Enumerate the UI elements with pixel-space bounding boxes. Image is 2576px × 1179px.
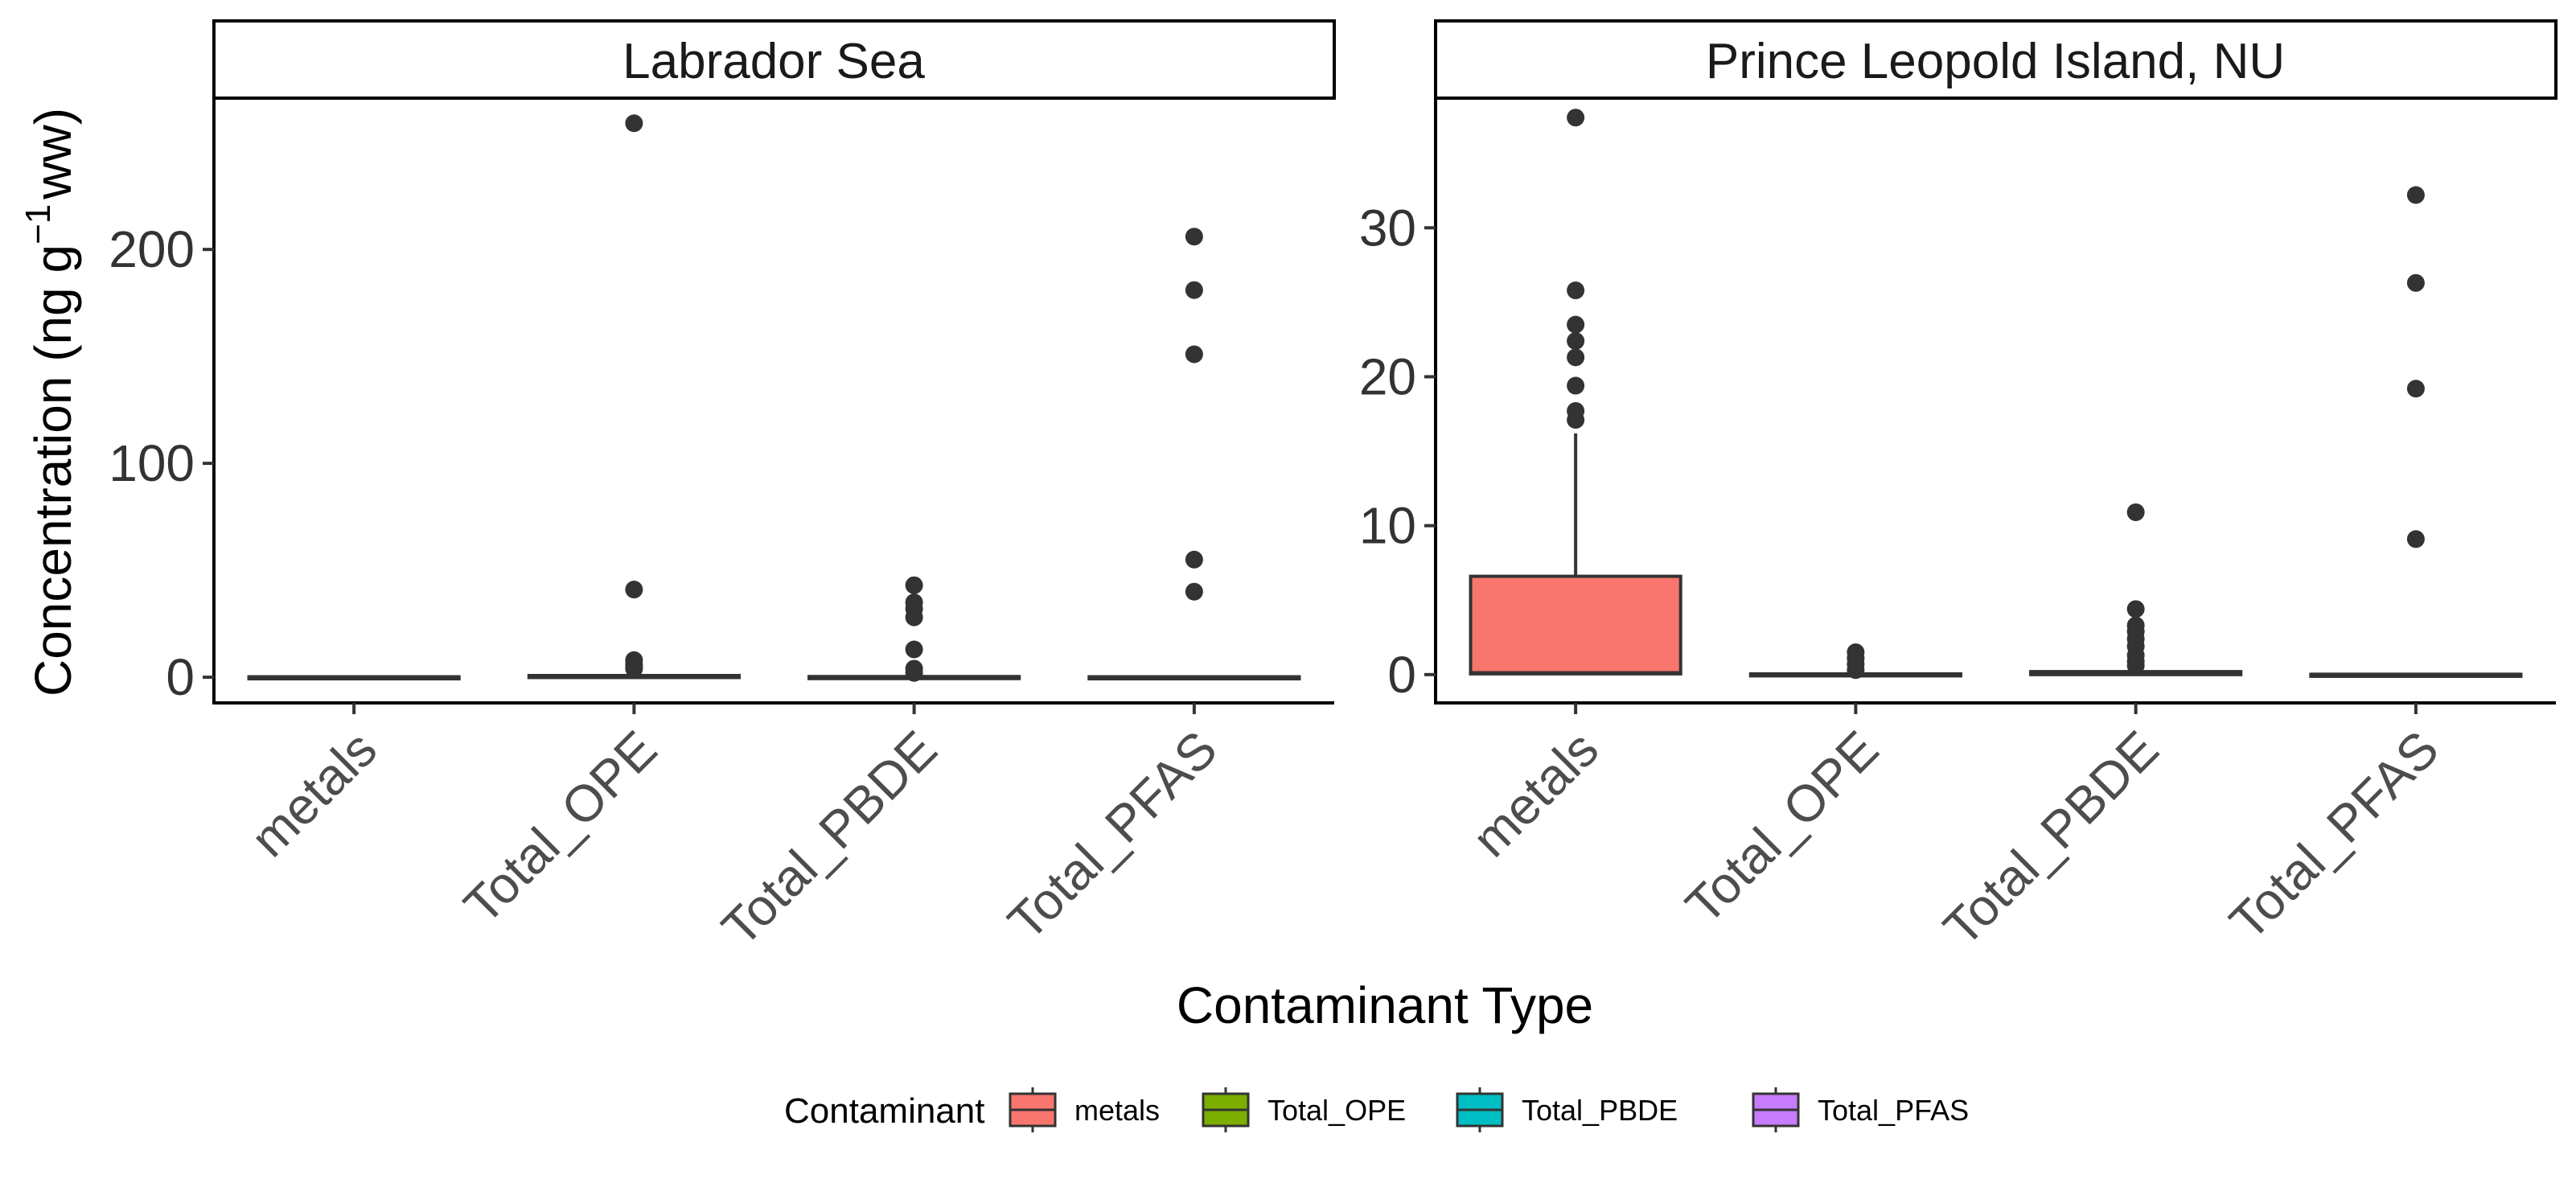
legend-key (1456, 1087, 1504, 1132)
outlier-point (2126, 600, 2145, 618)
legend: Contaminant metals Total_OPE Total_PBDE Tot… (784, 1087, 1969, 1132)
y-tick-label: 100 (109, 434, 195, 492)
box-total-pbde (2029, 503, 2243, 676)
x-tick-label-total-pbde: Total_PBDE (1933, 720, 2170, 957)
x-tick-label-metals: metals (240, 720, 388, 868)
outlier-point (2406, 186, 2425, 204)
y-tick-label: 10 (1359, 497, 1416, 555)
outlier-point (2406, 273, 2425, 292)
box-total-pbde (807, 576, 1021, 682)
y-tick-label: 0 (166, 648, 195, 706)
outlier-point (1567, 411, 1585, 429)
outlier-point (625, 581, 643, 599)
panel-1-x-ticks: metals Total_OPE Total_PBDE Total_PFAS (240, 703, 1228, 957)
panel-2-x-ticks: metals Total_OPE Total_PBDE Total_PFAS (1461, 703, 2450, 957)
outlier-point (1185, 281, 1203, 299)
outlier-point (1567, 281, 1585, 300)
x-tick-label-total-pbde: Total_PBDE (711, 720, 948, 957)
panel-2-marks (1469, 109, 2523, 680)
box-metals (247, 675, 461, 681)
x-tick-label-total-pfas: Total_PFAS (996, 720, 1227, 951)
outlier-point (1567, 348, 1585, 367)
outlier-point (2126, 503, 2145, 521)
outlier-point (1847, 661, 1865, 680)
outlier-point (1185, 228, 1203, 246)
panel-2-y-ticks: 0 10 20 30 (1359, 199, 1436, 704)
strip-label-prince-leopold-island: Prince Leopold Island, NU (1706, 34, 2285, 89)
outlier-point (1567, 109, 1585, 127)
legend-item-metals: metals (1009, 1087, 1160, 1132)
outlier-point (905, 640, 923, 659)
outlier-point (1567, 315, 1585, 334)
panel-1-y-ticks: 0 100 200 (109, 220, 214, 706)
y-tick-label: 0 (1387, 646, 1416, 704)
legend-label: metals (1074, 1094, 1160, 1127)
legend-label: Total_PBDE (1522, 1094, 1678, 1127)
outlier-point (625, 659, 643, 678)
y-tick-label: 30 (1359, 199, 1416, 257)
box-total-pfas (1087, 228, 1301, 681)
outlier-point (1185, 550, 1203, 569)
x-axis-title: Contaminant Type (1177, 976, 1593, 1034)
panel-1-marks (247, 114, 1301, 682)
outlier-point (905, 608, 923, 626)
legend-title: Contaminant (784, 1091, 984, 1131)
legend-key (1752, 1087, 1800, 1132)
legend-item-total-pfas: Total_PFAS (1752, 1087, 1969, 1132)
outlier-point (2126, 656, 2145, 675)
box-total-pfas (2309, 186, 2523, 678)
y-axis-title: Concentration (ng g−1ww) (18, 108, 82, 696)
legend-key (1009, 1087, 1057, 1132)
outlier-point (1567, 332, 1585, 350)
legend-key (1202, 1087, 1250, 1132)
y-tick-label: 20 (1359, 347, 1416, 405)
outlier-point (1567, 376, 1585, 395)
legend-label: Total_OPE (1267, 1094, 1406, 1127)
outlier-point (1185, 345, 1203, 364)
box-total-ope (527, 114, 741, 680)
legend-items: metals Total_OPE Total_PBDE Total_PFAS (1009, 1087, 1969, 1132)
outlier-point (2406, 380, 2425, 398)
outlier-point (905, 576, 923, 594)
x-tick-label-metals: metals (1461, 720, 1609, 868)
legend-label: Total_PFAS (1818, 1094, 1969, 1127)
x-tick-label-total-ope: Total_OPE (1674, 720, 1889, 935)
legend-item-total-ope: Total_OPE (1202, 1087, 1406, 1132)
outlier-point (625, 114, 643, 133)
strip-labrador-sea (212, 19, 1336, 100)
outlier-point (905, 663, 923, 682)
y-tick-label: 200 (109, 220, 195, 278)
panel-prince-leopold-island: Prince Leopold Island, NU 0 10 20 30 metals… (1359, 19, 2558, 957)
box-body (1469, 574, 1682, 676)
legend-item-total-pbde: Total_PBDE (1456, 1087, 1678, 1132)
strip-prince-leopold-island (1434, 19, 2558, 100)
outlier-point (2406, 530, 2425, 548)
strip-label-labrador-sea: Labrador Sea (622, 34, 925, 89)
box-metals (1469, 109, 1682, 676)
outlier-point (1185, 582, 1203, 601)
box-total-ope (1748, 643, 1962, 680)
x-tick-label-total-pfas: Total_PFAS (2218, 720, 2449, 951)
x-tick-label-total-ope: Total_OPE (453, 720, 668, 935)
